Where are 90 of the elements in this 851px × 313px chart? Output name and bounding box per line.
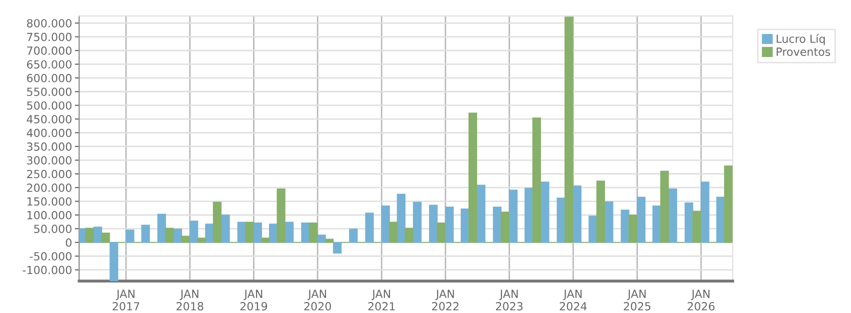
legend-label: Lucro Líq [776, 34, 825, 46]
bar [468, 112, 478, 243]
y-tick-label: 100.000 [27, 210, 72, 220]
y-tick-label: 300.000 [27, 156, 72, 165]
bar [157, 214, 166, 243]
bar [460, 208, 470, 243]
x-tick-label: JAN 2023 [496, 290, 523, 310]
bar [620, 210, 630, 243]
bar [261, 238, 270, 243]
x-tick-label: JAN 2021 [368, 290, 395, 310]
bar [412, 202, 422, 243]
bar [532, 118, 541, 243]
bar [668, 188, 678, 243]
bar [596, 180, 605, 243]
bar [476, 184, 486, 243]
bar [700, 182, 710, 243]
bar [253, 222, 262, 243]
bar [141, 224, 150, 243]
bar [276, 188, 286, 243]
y-tick-label: 600.000 [27, 74, 72, 82]
y-tick-label: 350.000 [27, 142, 72, 151]
y-tick-label: -50.000 [30, 252, 72, 261]
bar [684, 202, 694, 243]
y-tick-label: 650.000 [27, 60, 72, 69]
y-tick-label: 150.000 [27, 197, 72, 206]
bar [588, 216, 598, 243]
bar [94, 226, 102, 243]
bar [308, 222, 318, 243]
bar [190, 220, 198, 243]
bar [205, 224, 214, 243]
bar [301, 222, 310, 243]
x-tick-label: JAN 2025 [624, 290, 650, 310]
bar [110, 242, 118, 282]
x-tick-label: JAN 2018 [176, 290, 204, 310]
bar [197, 238, 206, 243]
bar [508, 190, 518, 243]
bar [692, 210, 702, 243]
y-tick-label: 450.000 [26, 115, 72, 124]
bar [436, 222, 446, 243]
bar [212, 202, 222, 243]
bar [325, 238, 334, 243]
y-tick-label: 800.000 [27, 19, 72, 28]
bar [556, 198, 566, 243]
y-tick-label: 0 [66, 238, 72, 247]
bar [381, 206, 390, 243]
bar [604, 201, 614, 243]
bar [349, 228, 358, 243]
bar [101, 232, 110, 243]
bar [572, 186, 582, 243]
bar [396, 194, 406, 243]
bar [524, 188, 534, 243]
bar [165, 228, 174, 243]
bar [332, 242, 342, 254]
bar [285, 222, 294, 243]
bar [181, 236, 190, 243]
y-tick-label: 250.000 [27, 170, 72, 178]
y-tick-label: 500.000 [27, 101, 72, 110]
bar [564, 16, 574, 243]
bar [126, 230, 134, 243]
legend-label: Proventos [776, 48, 830, 56]
bar [85, 228, 94, 243]
y-tick-label: 550.000 [27, 88, 72, 96]
bar [540, 182, 550, 243]
bar [389, 222, 398, 243]
y-tick-label: 200.000 [27, 184, 72, 192]
bar [500, 212, 510, 243]
bar [660, 170, 669, 243]
bar [445, 206, 454, 243]
y-tick-label: -100.000 [22, 266, 72, 274]
y-tick-label: 400.000 [26, 128, 72, 138]
y-tick-label: 50.000 [34, 224, 72, 234]
x-tick-label: JAN 2017 [112, 290, 140, 310]
bar [429, 204, 438, 243]
x-tick-label: JAN 2020 [304, 290, 331, 310]
y-tick-label: 700.000 [27, 46, 72, 55]
bar [724, 166, 733, 243]
bar [492, 206, 502, 243]
bar [628, 214, 638, 243]
bar [221, 214, 230, 243]
x-tick-label: JAN 2024 [560, 290, 587, 310]
x-tick-label: JAN 2019 [240, 290, 268, 310]
x-tick-label: JAN 2022 [432, 290, 458, 310]
bar [268, 224, 278, 243]
x-tick-label: JAN 2026 [688, 290, 714, 310]
y-tick-label: 750.000 [27, 32, 72, 42]
bar [365, 212, 374, 243]
bar [404, 228, 414, 243]
bar [245, 222, 254, 243]
bar [317, 234, 326, 243]
bar [636, 196, 646, 243]
